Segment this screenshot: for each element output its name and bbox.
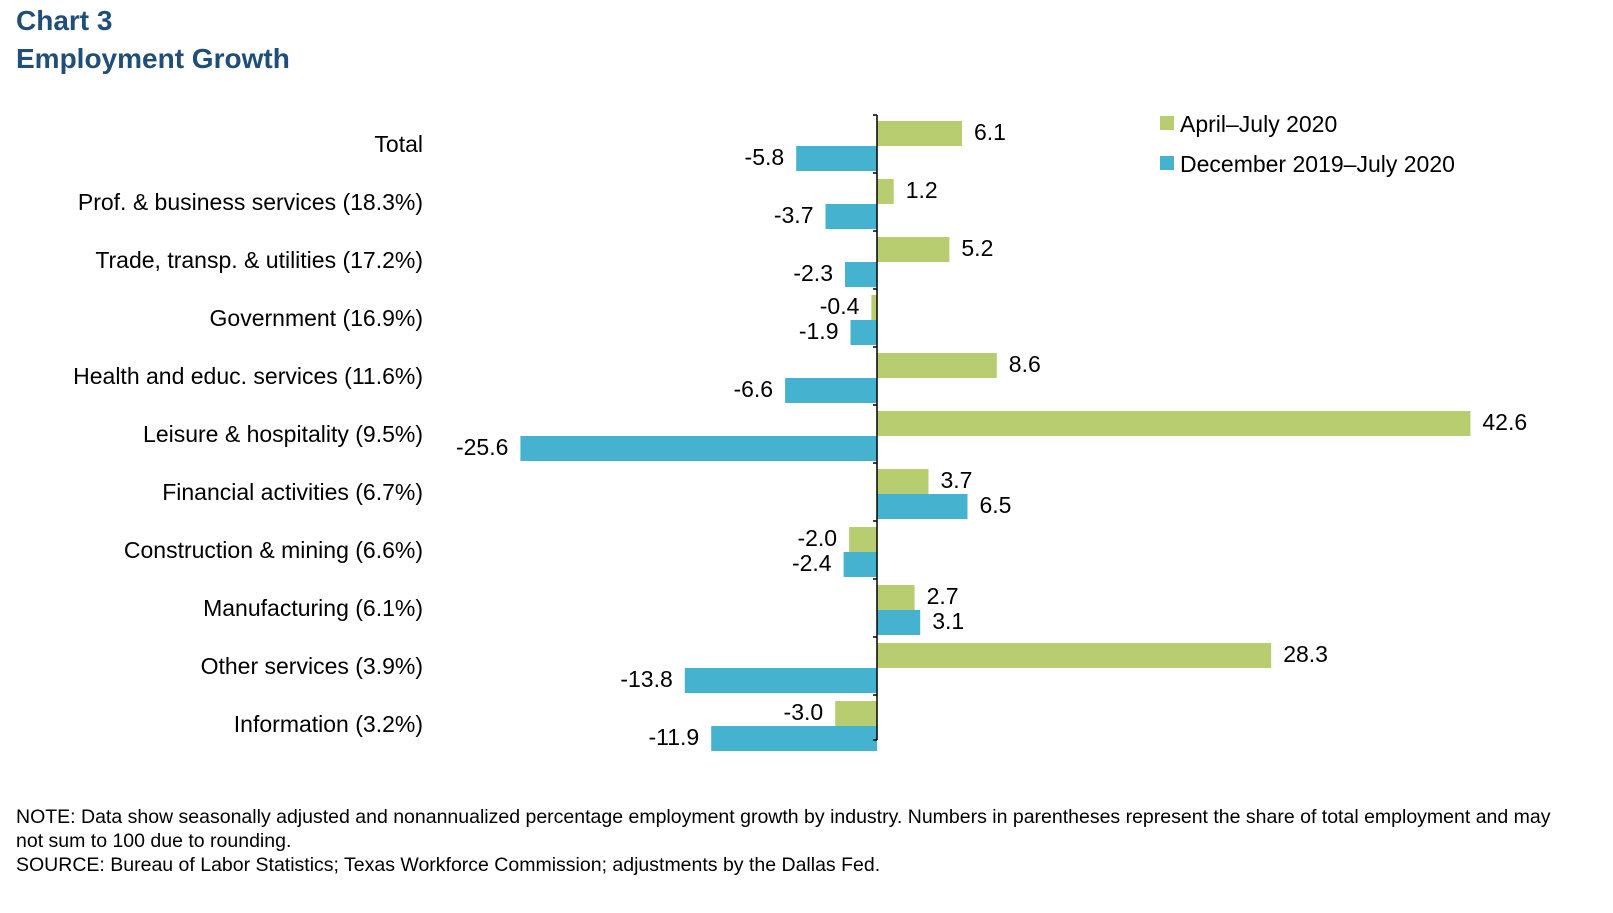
axis-layer (873, 114, 878, 741)
bar-dec-2019-july-2020 (850, 320, 877, 345)
category-label: Leisure & hospitality (9.5%) (143, 421, 423, 447)
category-label: Information (3.2%) (234, 711, 423, 737)
legend-swatch (1160, 116, 1174, 130)
data-label: -2.0 (797, 525, 837, 551)
bar-dec-2019-july-2020 (796, 146, 877, 171)
bar-chart: 6.1 -5.8 1.2 -3.7 5.2 -2.3 -0.4-1.9 8.6 -6.6 42.6… (73, 111, 1527, 751)
bar-april-july-2020 (877, 237, 950, 262)
chart-title-line-1: Chart 3 (16, 5, 113, 36)
chart-title-line-2: Employment Growth (16, 43, 290, 74)
legend-label: April–July 2020 (1180, 111, 1337, 137)
data-label: -2.3 (793, 260, 833, 286)
category-label: Trade, transp. & utilities (17.2%) (95, 247, 423, 273)
data-label: -25.6 (456, 434, 508, 460)
bar-april-july-2020 (835, 701, 877, 726)
data-label: 28.3 (1283, 641, 1328, 667)
bar-april-july-2020 (877, 469, 929, 494)
legend: April–July 2020 December 2019–July 2020 (1160, 111, 1455, 177)
category-label: Construction & mining (6.6%) (124, 537, 423, 563)
data-label: 8.6 (1009, 351, 1041, 377)
data-label: 42.6 (1482, 409, 1527, 435)
bar-april-july-2020 (877, 411, 1471, 436)
bar-dec-2019-july-2020 (825, 204, 877, 229)
data-label: 2.7 (927, 583, 959, 609)
bar-dec-2019-july-2020 (843, 552, 877, 577)
data-label: -3.0 (784, 699, 824, 725)
legend-label: December 2019–July 2020 (1180, 151, 1455, 177)
data-label: 6.1 (974, 119, 1006, 145)
bar-april-july-2020 (877, 353, 997, 378)
category-label: Prof. & business services (18.3%) (78, 189, 423, 215)
data-label: 3.1 (932, 608, 964, 634)
data-label: -1.9 (799, 318, 839, 344)
category-label: Total (374, 131, 423, 157)
data-label: 3.7 (941, 467, 973, 493)
bar-april-july-2020 (871, 295, 877, 320)
bar-dec-2019-july-2020 (845, 262, 877, 287)
bar-dec-2019-july-2020 (711, 726, 877, 751)
data-label: -0.4 (820, 293, 860, 319)
bar-dec-2019-july-2020 (684, 668, 877, 693)
bar-april-july-2020 (877, 585, 915, 610)
bar-april-july-2020 (877, 121, 962, 146)
data-label: -3.7 (774, 202, 814, 228)
bar-dec-2019-july-2020 (785, 378, 877, 403)
bars-layer: 6.1 -5.8 1.2 -3.7 5.2 -2.3 -0.4-1.9 8.6 -6.6 42.6… (456, 119, 1527, 751)
source-text: SOURCE: Bureau of Labor Statistics; Texa… (16, 854, 881, 876)
data-label: -13.8 (620, 666, 672, 692)
data-label: 5.2 (961, 235, 993, 261)
note-text: NOTE: Data show seasonally adjusted and … (16, 806, 1551, 852)
category-labels: Total Prof. & business services (18.3%) Tr… (73, 131, 423, 737)
bar-dec-2019-july-2020 (877, 610, 921, 635)
data-label: -6.6 (733, 376, 773, 402)
data-label: 6.5 (980, 492, 1012, 518)
legend-swatch (1160, 156, 1174, 170)
chart-title: Chart 3 Employment Growth (16, 2, 290, 78)
data-label: -2.4 (792, 550, 832, 576)
category-label: Other services (3.9%) (201, 653, 423, 679)
bar-dec-2019-july-2020 (520, 436, 877, 461)
data-label: -5.8 (745, 144, 785, 170)
bar-dec-2019-july-2020 (877, 494, 968, 519)
category-label: Manufacturing (6.1%) (203, 595, 423, 621)
bar-april-july-2020 (877, 643, 1272, 668)
category-label: Financial activities (6.7%) (162, 479, 423, 505)
bar-april-july-2020 (849, 527, 877, 552)
category-label: Government (16.9%) (210, 305, 423, 331)
chart-notes: NOTE: Data show seasonally adjusted and … (16, 805, 1576, 877)
data-label: -11.9 (648, 724, 699, 750)
data-label: 1.2 (906, 177, 938, 203)
bar-april-july-2020 (877, 179, 894, 204)
category-label: Health and educ. services (11.6%) (73, 363, 423, 389)
